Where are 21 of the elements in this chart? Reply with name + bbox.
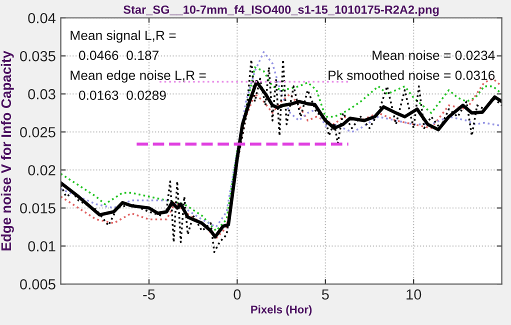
chart-title: Star_SG__10-7mm_f4_ISO400_s1-15_1010175-R2A2.png <box>123 5 439 16</box>
x-tick-label: 5 <box>322 289 329 300</box>
x-axis-title: Pixels (Hor) <box>251 305 312 316</box>
y-tick-label: 0.035 <box>20 51 56 62</box>
annotation: Mean noise = 0.0234 <box>372 50 495 60</box>
y-axis-title: Edge noise V for Info Capacity <box>0 50 14 250</box>
y-tick-label: 0.025 <box>20 127 56 138</box>
y-tick-label: 0.005 <box>20 279 56 290</box>
x-tick-label: 0 <box>234 289 241 300</box>
y-tick-label: 0.04 <box>28 12 56 24</box>
y-tick-label: 0.02 <box>28 165 56 176</box>
y-tick-label: 0.01 <box>28 241 56 252</box>
annotation: Pk smoothed noise = 0.0316 <box>328 70 495 80</box>
x-tick-label: -5 <box>143 289 155 300</box>
annotation: Mean edge noise L,R = <box>70 70 206 83</box>
y-tick-label: 0.03 <box>28 89 56 100</box>
annotation: 0.0466 0.187 <box>78 50 158 60</box>
x-tick-label: 10 <box>406 289 422 300</box>
annotation: 0.0163 0.0289 <box>78 90 166 100</box>
annotation: Mean signal L,R = <box>70 30 176 43</box>
y-tick-label: 0.015 <box>20 203 56 214</box>
